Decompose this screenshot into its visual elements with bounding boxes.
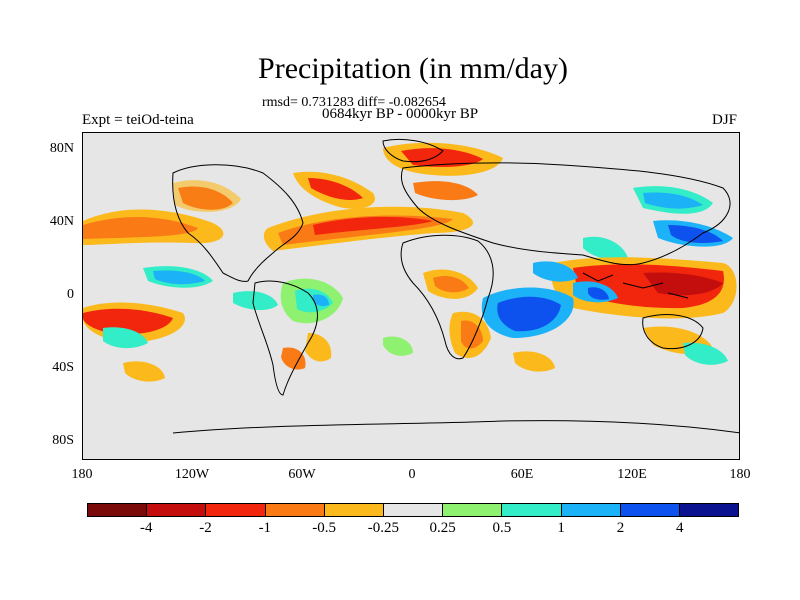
colorbar-bin xyxy=(443,504,503,516)
experiment-label: Expt = teiOd-teina xyxy=(82,112,194,128)
colorbar-label: 4 xyxy=(675,520,684,536)
lon-label-120w: 120W xyxy=(174,467,210,482)
rmsd-diff-stats: rmsd= 0.731283 diff= -0.082654 xyxy=(262,95,446,110)
colorbar-label: -0.25 xyxy=(367,520,399,536)
lon-label-60e: 60E xyxy=(510,467,534,482)
lat-label-40n: 40N xyxy=(49,214,74,229)
colorbar-label: 2 xyxy=(616,520,625,536)
colorbar-bin xyxy=(324,504,384,516)
precip-anomaly-map xyxy=(83,133,739,459)
colorbar-label: 0.5 xyxy=(492,520,512,536)
lat-label-80s: 80S xyxy=(52,433,74,448)
period-label: 0684kyr BP - 0000kyr BP xyxy=(322,106,479,122)
colorbar-label: -1 xyxy=(258,520,272,536)
colorbar-label: 1 xyxy=(557,520,565,536)
anomaly-fields xyxy=(83,142,737,382)
lat-label-40s: 40S xyxy=(52,360,74,375)
colorbar-bin xyxy=(206,504,266,516)
colorbar-bin xyxy=(679,504,739,516)
lon-label-60w: 60W xyxy=(288,467,316,482)
colorbar xyxy=(87,503,739,517)
plot-title: Precipitation (in mm/day) xyxy=(258,52,568,85)
colorbar-bin xyxy=(265,504,325,516)
season-label: DJF xyxy=(712,112,738,128)
lon-label-0: 0 xyxy=(408,467,416,482)
colorbar-bin xyxy=(88,504,148,516)
coastlines xyxy=(172,138,739,434)
colorbar-bin xyxy=(620,504,680,516)
lon-label-180e: 180 xyxy=(729,467,751,482)
colorbar-bin xyxy=(502,504,562,516)
colorbar-label: -2 xyxy=(199,520,212,536)
lon-label-180w: 180 xyxy=(71,467,93,482)
colorbar-label: 0.25 xyxy=(429,520,456,536)
colorbar-bin xyxy=(383,504,444,516)
lon-label-120e: 120E xyxy=(617,467,647,482)
colorbar-label: -0.5 xyxy=(312,520,336,536)
colorbar-bin xyxy=(561,504,621,516)
lat-label-80n: 80N xyxy=(49,141,74,156)
map-panel xyxy=(82,132,740,460)
lat-label-eq: 0 xyxy=(67,287,74,302)
colorbar-bin xyxy=(147,504,207,516)
colorbar-label: -4 xyxy=(140,520,153,536)
